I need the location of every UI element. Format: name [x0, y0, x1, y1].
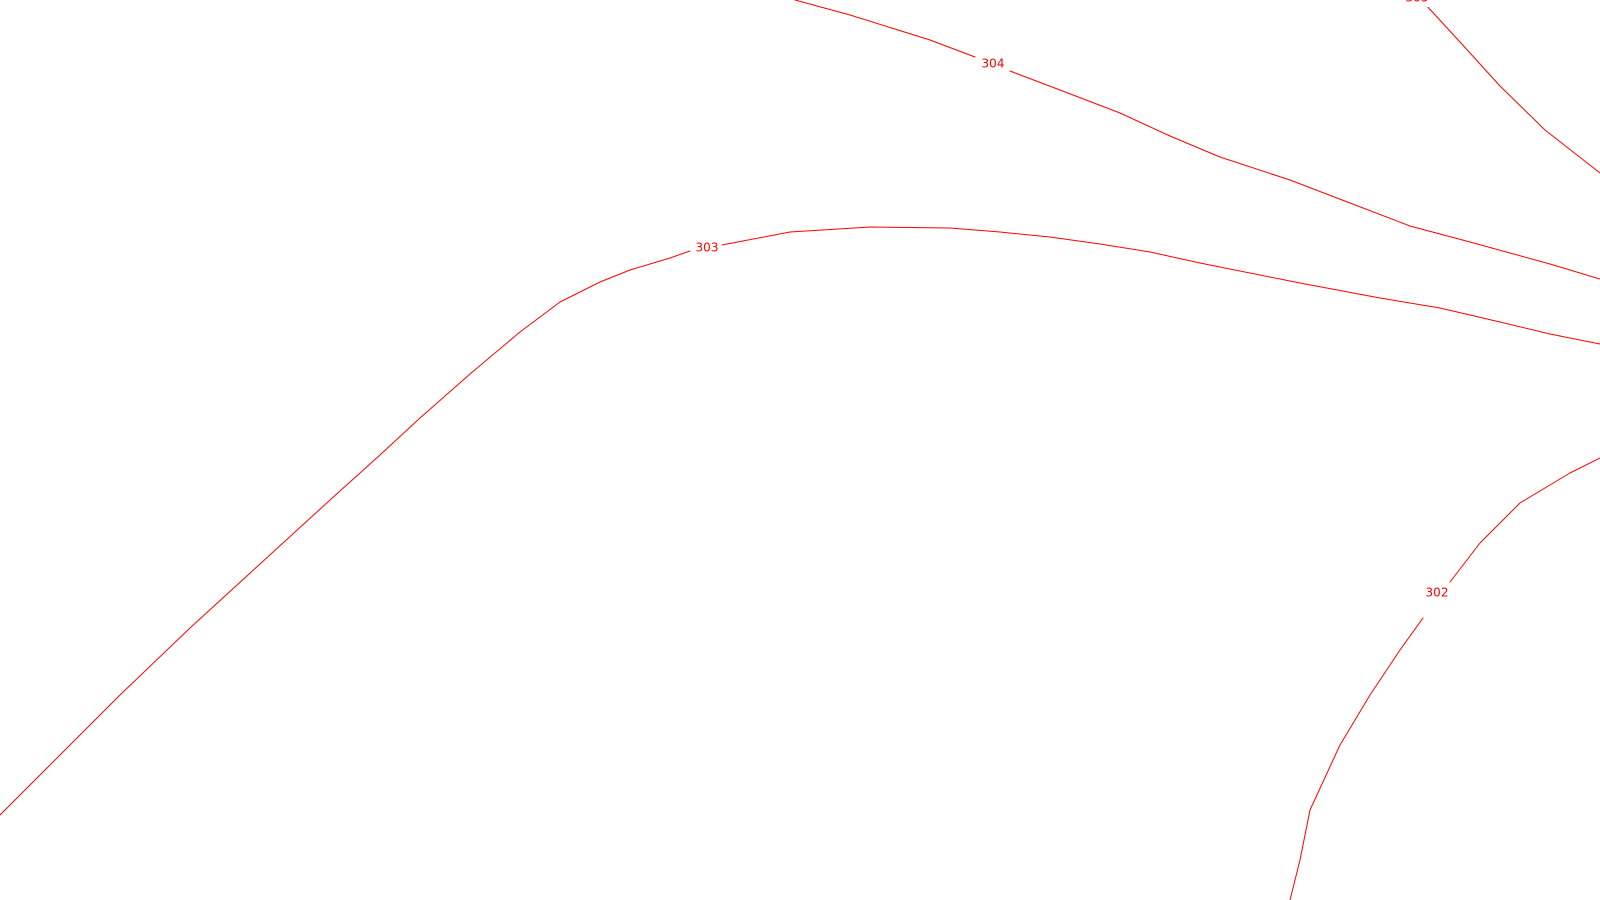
- contour-label-302: 302: [1426, 586, 1449, 600]
- contour-303: 303: [0, 226, 1600, 816]
- contour-305: 305: [1402, 0, 1600, 174]
- contour-line-304: [794, 0, 1600, 280]
- contour-304: 304: [794, 0, 1600, 280]
- contour-line-305: [1424, 3, 1600, 174]
- contour-label-304: 304: [982, 57, 1005, 71]
- contour-line-302: [1289, 457, 1600, 900]
- contour-line-303: [0, 226, 1600, 816]
- contour-label-303: 303: [696, 241, 719, 255]
- contour-302: 302: [1289, 457, 1600, 900]
- contour-label-305: 305: [1406, 0, 1429, 5]
